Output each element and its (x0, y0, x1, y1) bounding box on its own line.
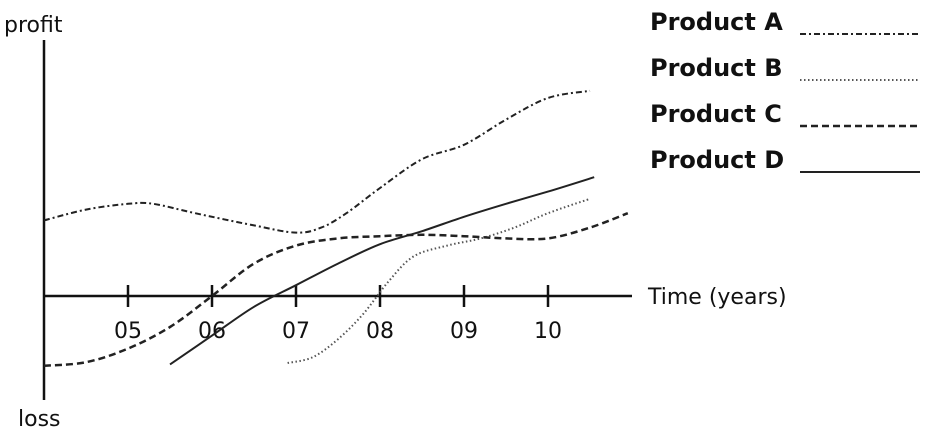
x-axis-title: Time (years) (647, 285, 787, 310)
x-tick-label-05: 05 (114, 319, 142, 344)
y-axis-label-profit: profit (4, 13, 63, 38)
legend-label-product-d: Product D (650, 146, 784, 174)
x-tick-label-09: 09 (450, 319, 478, 344)
legend-label-product-c: Product C (650, 100, 782, 128)
legend-label-product-a: Product A (650, 8, 783, 36)
y-axis-label-loss: loss (18, 407, 61, 432)
series-line-product-a (43, 89, 591, 234)
series-line-product-b (287, 197, 591, 364)
x-ticks: 05 06 07 08 09 10 (114, 285, 562, 344)
series-line-product-d (169, 176, 595, 366)
x-tick-label-06: 06 (198, 319, 226, 344)
series-line-product-c (43, 212, 629, 368)
x-tick-label-08: 08 (366, 319, 394, 344)
legend: Product A Product B Product C Product D (650, 8, 920, 174)
series-layer (43, 89, 629, 368)
x-tick-label-07: 07 (282, 319, 310, 344)
x-tick-label-10: 10 (534, 319, 562, 344)
legend-label-product-b: Product B (650, 54, 783, 82)
